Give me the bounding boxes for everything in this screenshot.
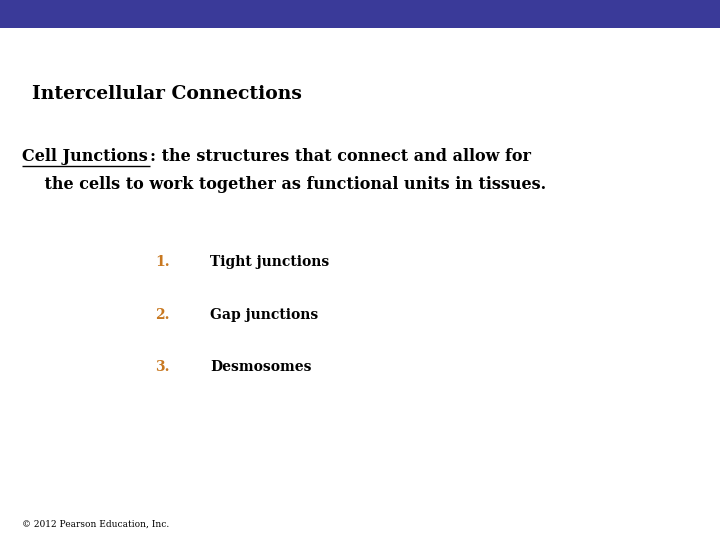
Text: Desmosomes: Desmosomes	[210, 360, 312, 374]
Text: Cell Junctions: Cell Junctions	[22, 148, 148, 165]
Text: 2.: 2.	[155, 308, 169, 322]
Text: 1.: 1.	[155, 255, 170, 269]
Text: Gap junctions: Gap junctions	[210, 308, 318, 322]
Text: : the structures that connect and allow for: : the structures that connect and allow …	[150, 148, 531, 165]
Bar	[0, 0, 720, 28]
Text: Tight junctions: Tight junctions	[210, 255, 329, 269]
Text: © 2012 Pearson Education, Inc.: © 2012 Pearson Education, Inc.	[22, 520, 169, 529]
Text: 3.: 3.	[155, 360, 169, 374]
Text: the cells to work together as functional units in tissues.: the cells to work together as functional…	[22, 176, 546, 193]
Text: Intercellular Connections: Intercellular Connections	[32, 85, 302, 103]
